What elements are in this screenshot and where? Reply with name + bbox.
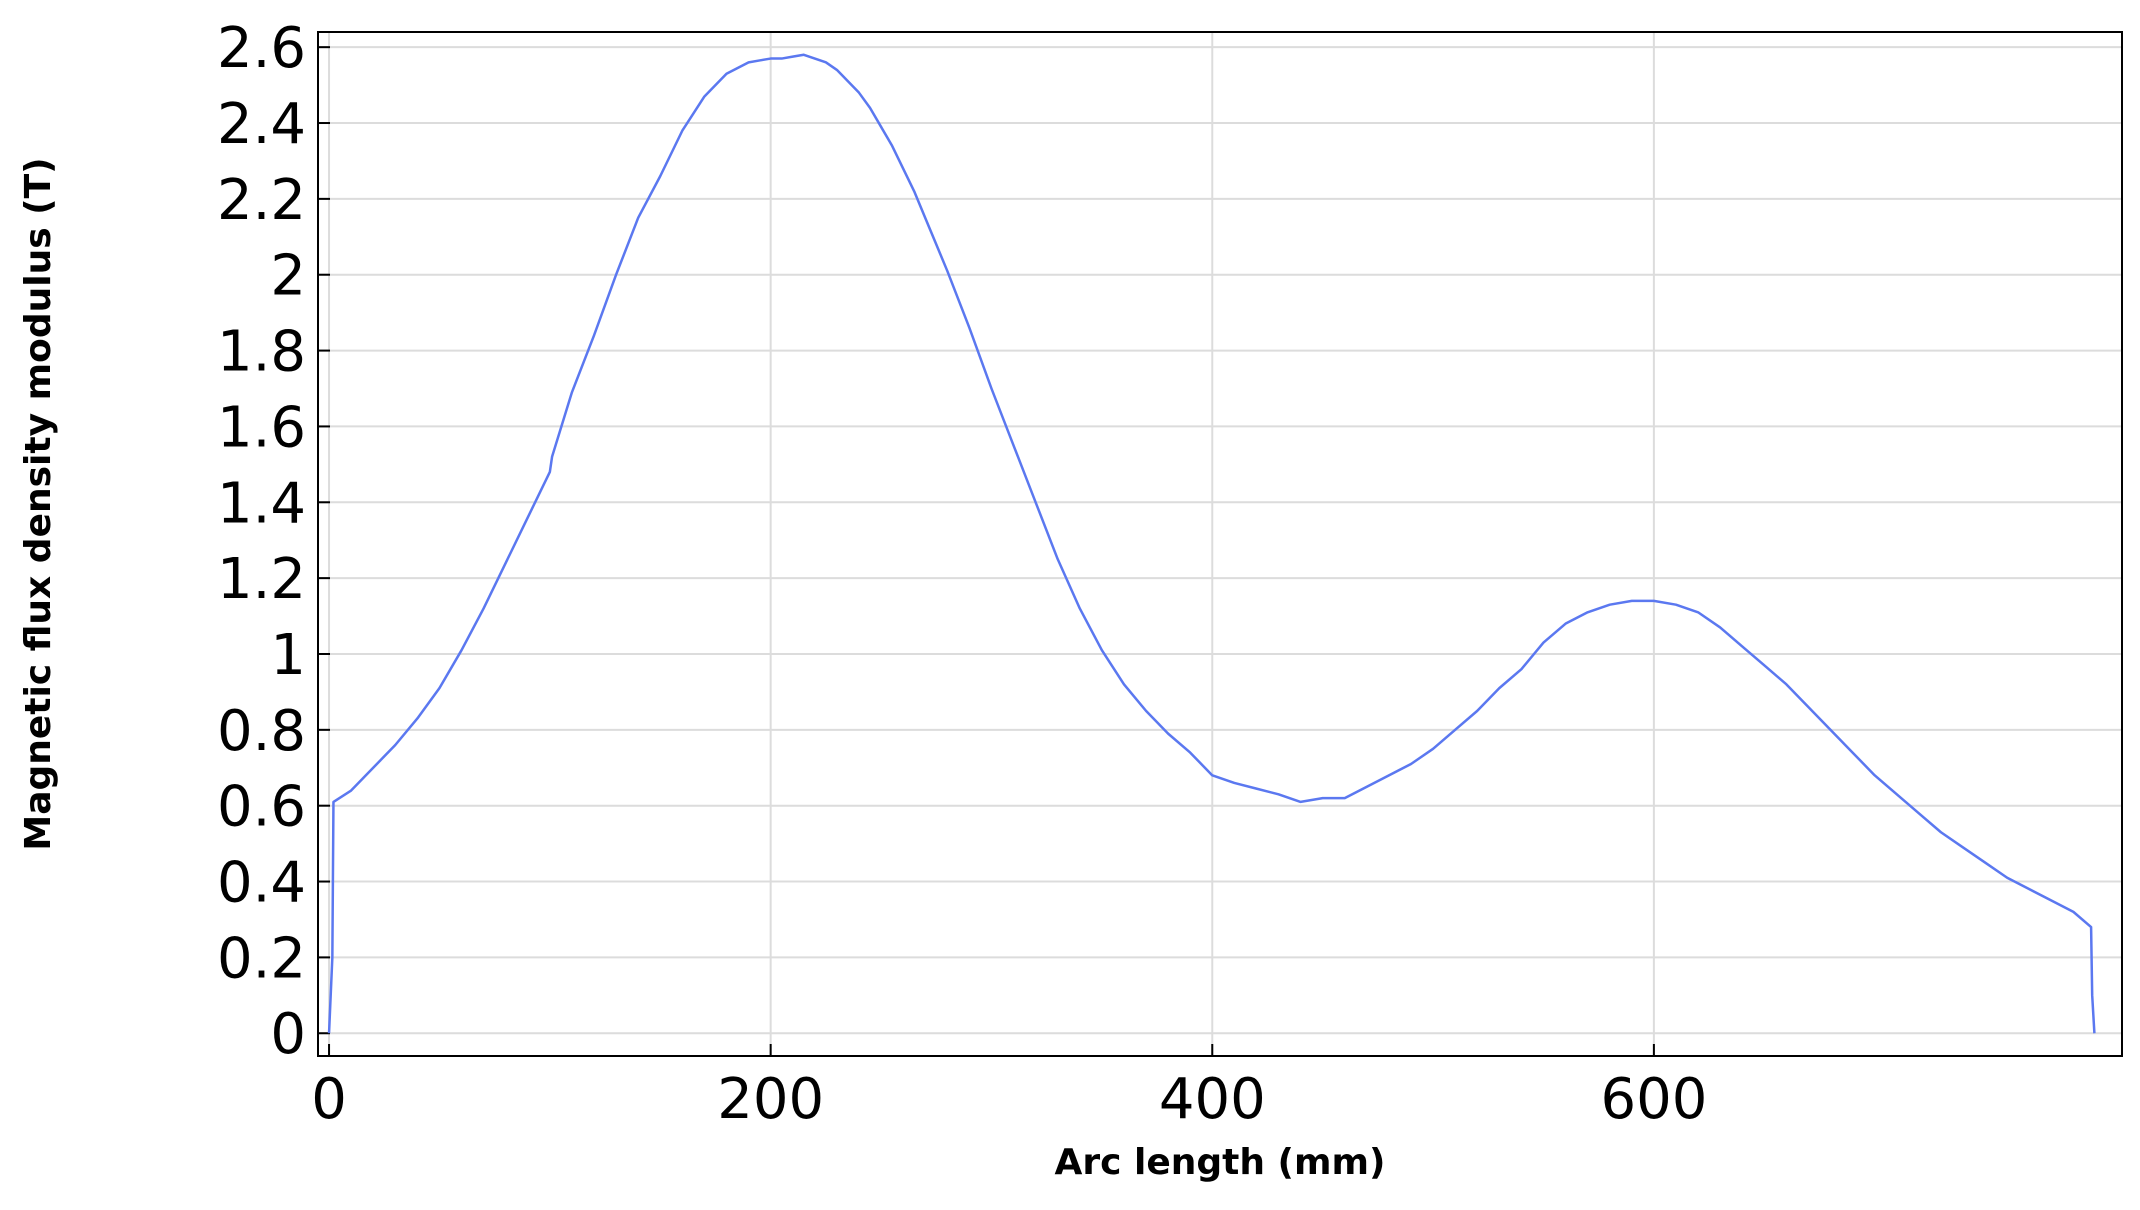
x-tick-labels: 0 200 400 600: [311, 1067, 1707, 1132]
x-axis-title: Arc length (mm): [1055, 1142, 1386, 1183]
y-tick-label: 1: [270, 623, 306, 688]
x-tick-label: 600: [1600, 1067, 1707, 1132]
plot-frame: [317, 31, 2123, 1057]
y-tick-label: 0: [270, 1002, 306, 1067]
y-tick-label: 1.8: [217, 320, 306, 385]
x-tick-label: 200: [717, 1067, 824, 1132]
series-line: [327, 53, 2096, 1034]
y-tick-label: 0.6: [217, 775, 306, 840]
grid: [318, 32, 2122, 1056]
y-tick-label: 2.2: [217, 168, 306, 233]
y-tick-label: 2: [270, 244, 306, 309]
y-axis-title: Magnetic flux density modulus (T): [18, 157, 59, 850]
y-tick-label: 2.6: [217, 16, 306, 81]
ticks: [318, 46, 1655, 1056]
x-tick-label: 0: [311, 1067, 347, 1132]
y-tick-label: 1.2: [217, 547, 306, 612]
y-tick-label: 0.4: [217, 851, 306, 916]
y-tick-label: 2.4: [217, 92, 306, 157]
y-tick-label: 1.4: [217, 471, 306, 536]
y-tick-label: 1.6: [217, 395, 306, 460]
y-tick-label: 0.2: [217, 926, 306, 991]
x-tick-label: 400: [1159, 1067, 1266, 1132]
y-tick-labels: 0 0.2 0.4 0.6 0.8 1 1.2 1.4 1.6 1.8 2 2.2 2.4 2.6: [217, 16, 306, 1067]
y-tick-label: 0.8: [217, 699, 306, 764]
